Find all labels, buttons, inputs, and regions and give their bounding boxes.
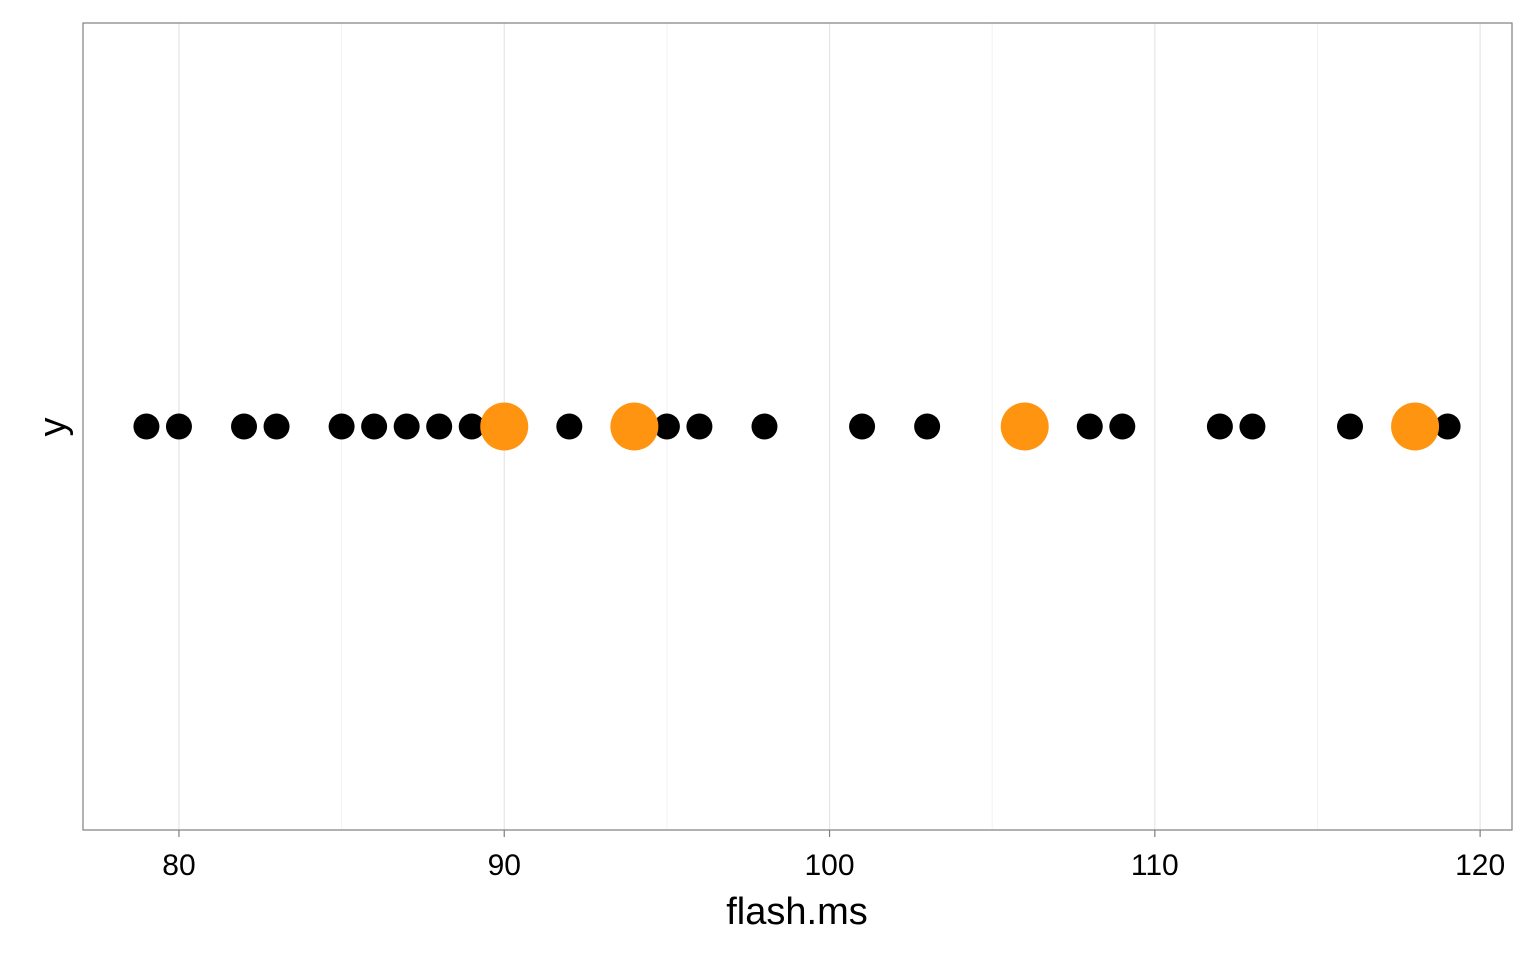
point bbox=[231, 413, 258, 440]
x-axis-title: flash.ms bbox=[726, 891, 867, 933]
x-tick-label: 120 bbox=[1455, 849, 1505, 882]
point bbox=[1391, 402, 1440, 451]
point bbox=[480, 402, 529, 451]
x-tick-label: 90 bbox=[488, 849, 521, 882]
point bbox=[610, 402, 659, 451]
point bbox=[328, 413, 355, 440]
point bbox=[1000, 402, 1049, 451]
x-tick-label: 110 bbox=[1131, 849, 1179, 882]
point bbox=[751, 413, 778, 440]
point bbox=[1434, 413, 1461, 440]
x-tick-label: 80 bbox=[162, 849, 195, 882]
point bbox=[393, 413, 420, 440]
point bbox=[556, 413, 583, 440]
panel bbox=[83, 23, 1512, 830]
point bbox=[1239, 413, 1266, 440]
point bbox=[165, 413, 192, 440]
point bbox=[263, 413, 290, 440]
x-tick-label: 100 bbox=[805, 849, 855, 882]
point bbox=[653, 413, 680, 440]
point bbox=[686, 413, 713, 440]
point bbox=[1109, 413, 1136, 440]
point bbox=[133, 413, 160, 440]
y-axis-title: y bbox=[32, 418, 74, 437]
point bbox=[426, 413, 453, 440]
marks bbox=[133, 402, 1461, 451]
point bbox=[1076, 413, 1103, 440]
point bbox=[361, 413, 388, 440]
point bbox=[458, 413, 485, 440]
panel-border bbox=[82, 22, 1513, 831]
point bbox=[914, 413, 941, 440]
point bbox=[1337, 413, 1364, 440]
point bbox=[849, 413, 876, 440]
point bbox=[1206, 413, 1233, 440]
